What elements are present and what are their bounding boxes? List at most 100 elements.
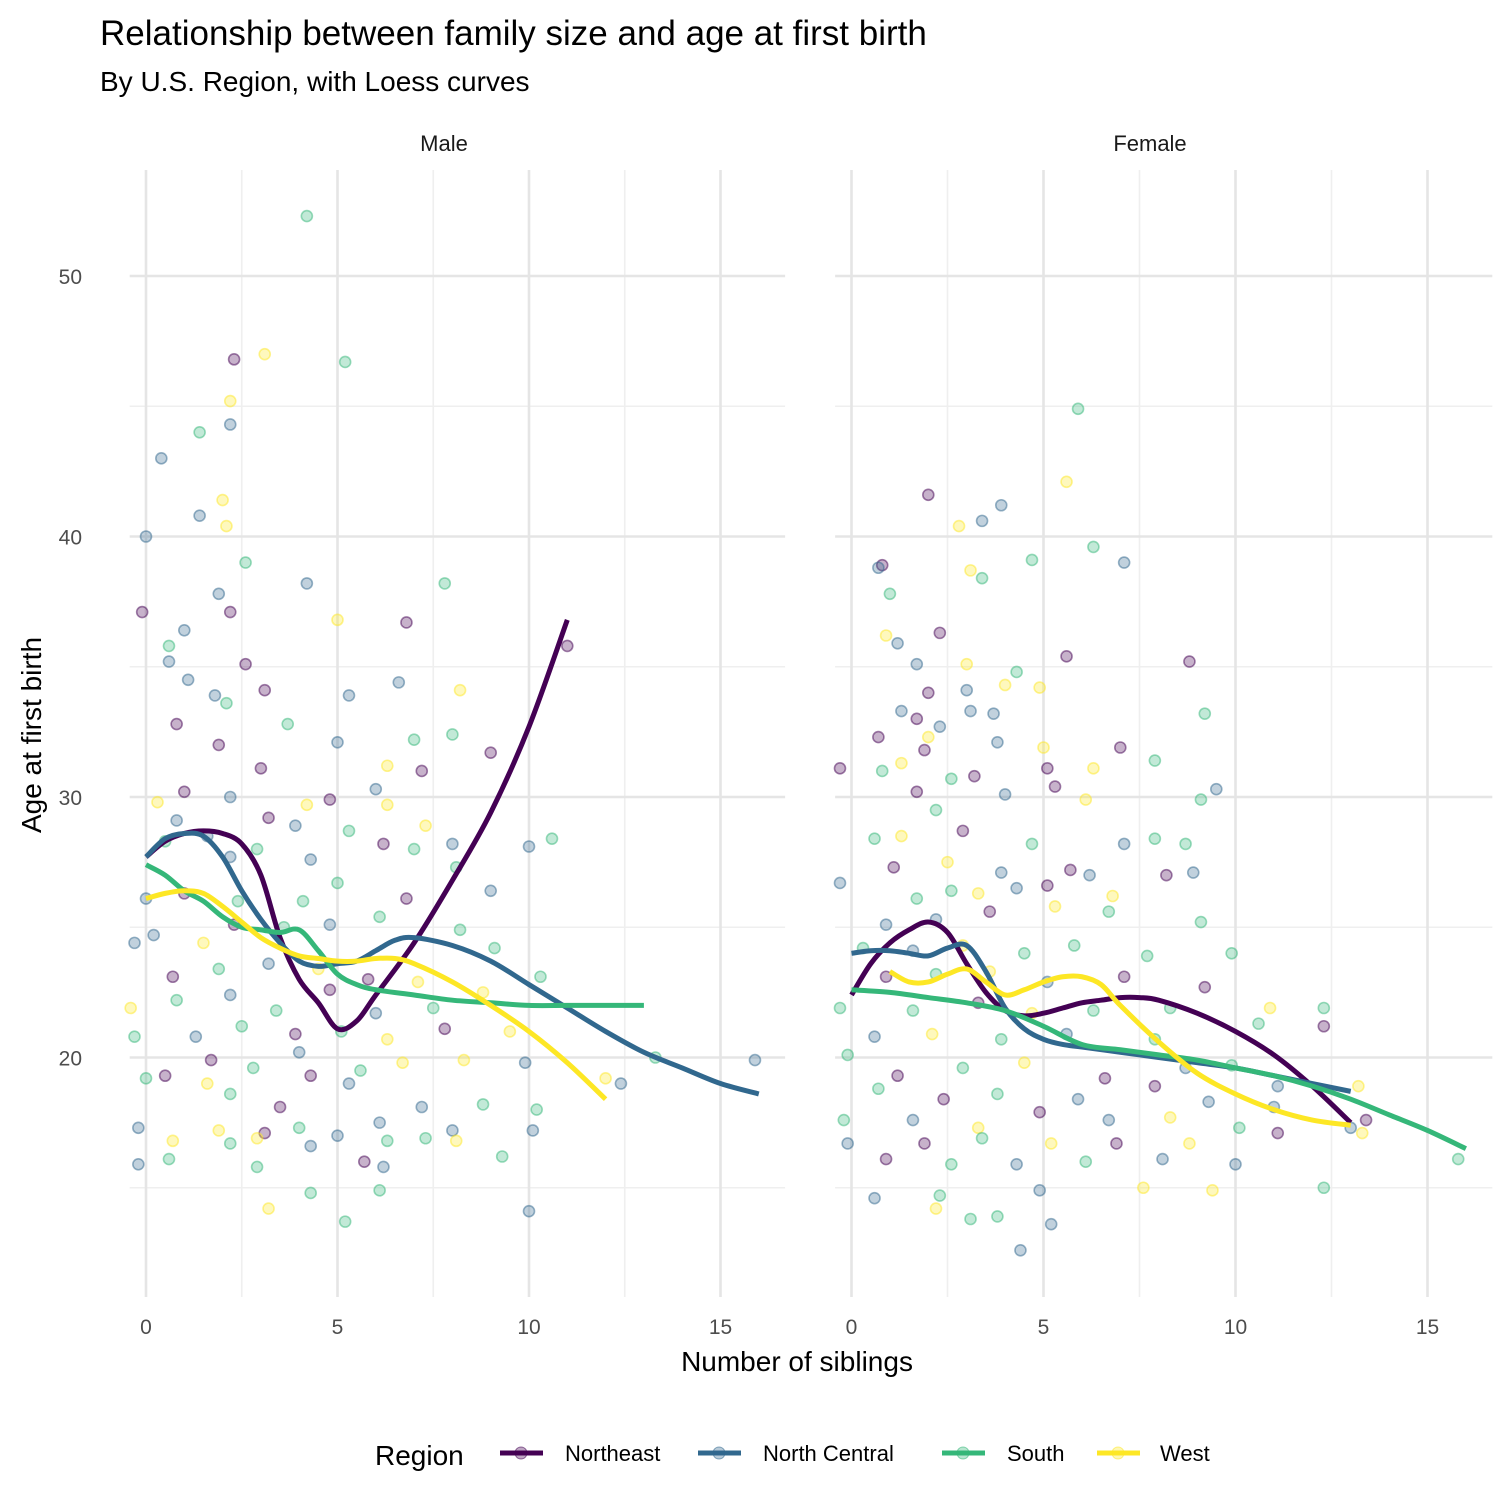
data-point-male-west (151, 795, 164, 809)
data-point-female-south (868, 832, 881, 845)
y-axis-title: Age at first birth (16, 637, 47, 833)
data-point-female-northeast (1359, 1113, 1373, 1127)
data-point-male-west (411, 975, 425, 989)
data-point-female-west (929, 1202, 943, 1215)
data-point-male-south (545, 832, 559, 845)
data-point-male-south (223, 1087, 237, 1101)
data-point-male-northeast (204, 1053, 218, 1067)
data-point-female-north-central (1186, 866, 1200, 879)
data-point-female-northeast (887, 861, 901, 874)
data-point-female-west (1352, 1079, 1365, 1093)
data-point-male-north-central (193, 509, 206, 522)
data-point-female-south (1194, 793, 1208, 806)
data-point-male-north-central (331, 735, 344, 749)
data-point-male-south (223, 1137, 237, 1150)
data-point-female-west (998, 678, 1012, 692)
data-point-male-west (212, 1124, 226, 1137)
data-point-male-north-central (304, 1139, 317, 1153)
data-point-female-north-central (833, 876, 847, 890)
data-point-female-south (964, 1212, 977, 1226)
data-point-male-north-central (147, 928, 160, 942)
data-point-male-west (197, 936, 210, 950)
data-point-male-west (216, 493, 229, 507)
data-point-male-northeast (358, 1155, 371, 1168)
data-point-female-north-central (1202, 1095, 1215, 1109)
data-point-female-northeast (833, 762, 847, 775)
data-point-female-south (1079, 1155, 1093, 1168)
data-point-male-west (258, 347, 272, 361)
data-point-male-north-central (522, 840, 536, 853)
data-point-female-northeast (1183, 655, 1196, 668)
legend-label-northeast: Northeast (565, 1441, 660, 1466)
legend-label-north-central: North Central (763, 1441, 894, 1466)
data-point-male-south (354, 1064, 367, 1077)
data-point-female-west (1087, 762, 1100, 775)
data-point-female-west (1044, 1137, 1058, 1150)
data-point-female-south (910, 892, 924, 905)
x-tick-label: 5 (332, 1316, 344, 1339)
data-point-male-north-central (614, 1077, 628, 1090)
data-point-female-north-central (1033, 1184, 1046, 1197)
data-point-male-northeast (158, 1069, 172, 1083)
data-point-male-north-central (342, 1077, 356, 1090)
data-point-male-south (162, 639, 176, 653)
data-point-female-north-central (960, 683, 974, 697)
data-point-male-north-central (484, 884, 498, 898)
data-point-male-west (380, 759, 394, 773)
data-point-female-south (975, 1131, 989, 1145)
data-point-female-south (1148, 832, 1162, 845)
data-point-male-northeast (227, 353, 241, 366)
data-point-male-north-central (208, 689, 222, 702)
data-point-female-northeast (1160, 868, 1173, 882)
data-point-female-northeast (983, 905, 997, 918)
data-point-male-north-central (170, 814, 183, 827)
data-point-male-north-central (178, 623, 191, 637)
data-point-male-north-central (223, 790, 237, 804)
data-point-female-south (1067, 939, 1081, 952)
data-point-female-northeast (921, 686, 935, 700)
data-point-male-south (419, 1131, 432, 1145)
data-point-female-south (975, 571, 989, 585)
data-point-male-west (599, 1072, 612, 1085)
data-point-female-south (833, 1001, 847, 1015)
loess-curve-male-north-central (144, 830, 760, 1097)
legend-label-south: South (1007, 1441, 1065, 1466)
data-point-male-north-central (518, 1056, 532, 1070)
data-point-male-west (220, 519, 233, 533)
data-point-male-south (250, 842, 264, 856)
data-point-female-northeast (956, 824, 970, 838)
data-point-female-northeast (872, 730, 885, 744)
data-point-female-south (1071, 402, 1085, 416)
data-point-male-south (476, 1098, 490, 1111)
data-point-female-south (929, 803, 943, 817)
data-point-female-north-central (872, 561, 885, 575)
data-point-female-south (945, 772, 958, 786)
data-point-female-northeast (879, 970, 893, 984)
loess-curve-male-south (144, 862, 644, 1009)
data-point-male-northeast (361, 973, 375, 986)
data-point-female-north-central (1083, 868, 1096, 882)
data-point-male-northeast (484, 746, 498, 760)
data-point-male-northeast (400, 616, 413, 629)
data-point-female-north-central (1044, 1217, 1058, 1231)
data-point-male-west (250, 1131, 264, 1145)
data-point-male-west (457, 1053, 471, 1067)
data-point-female-south (1233, 1121, 1246, 1135)
data-point-male-south (269, 1004, 283, 1017)
x-tick-label: 0 (846, 1316, 858, 1339)
data-point-female-northeast (1041, 879, 1054, 892)
data-point-male-northeast (400, 892, 413, 905)
data-point-female-north-central (991, 735, 1004, 749)
data-point-female-south (1018, 946, 1031, 960)
data-point-female-south (872, 1082, 885, 1096)
loess-curve-male-northeast (144, 619, 570, 1033)
data-point-male-south (488, 941, 501, 955)
chart-subtitle: By U.S. Region, with Loess curves (100, 66, 530, 97)
data-point-female-west (1355, 1126, 1369, 1140)
data-point-female-south (883, 587, 897, 601)
data-point-female-west (1263, 1001, 1277, 1015)
data-point-female-northeast (1098, 1072, 1112, 1085)
data-point-male-south (407, 842, 421, 856)
data-point-female-north-central (998, 788, 1012, 801)
